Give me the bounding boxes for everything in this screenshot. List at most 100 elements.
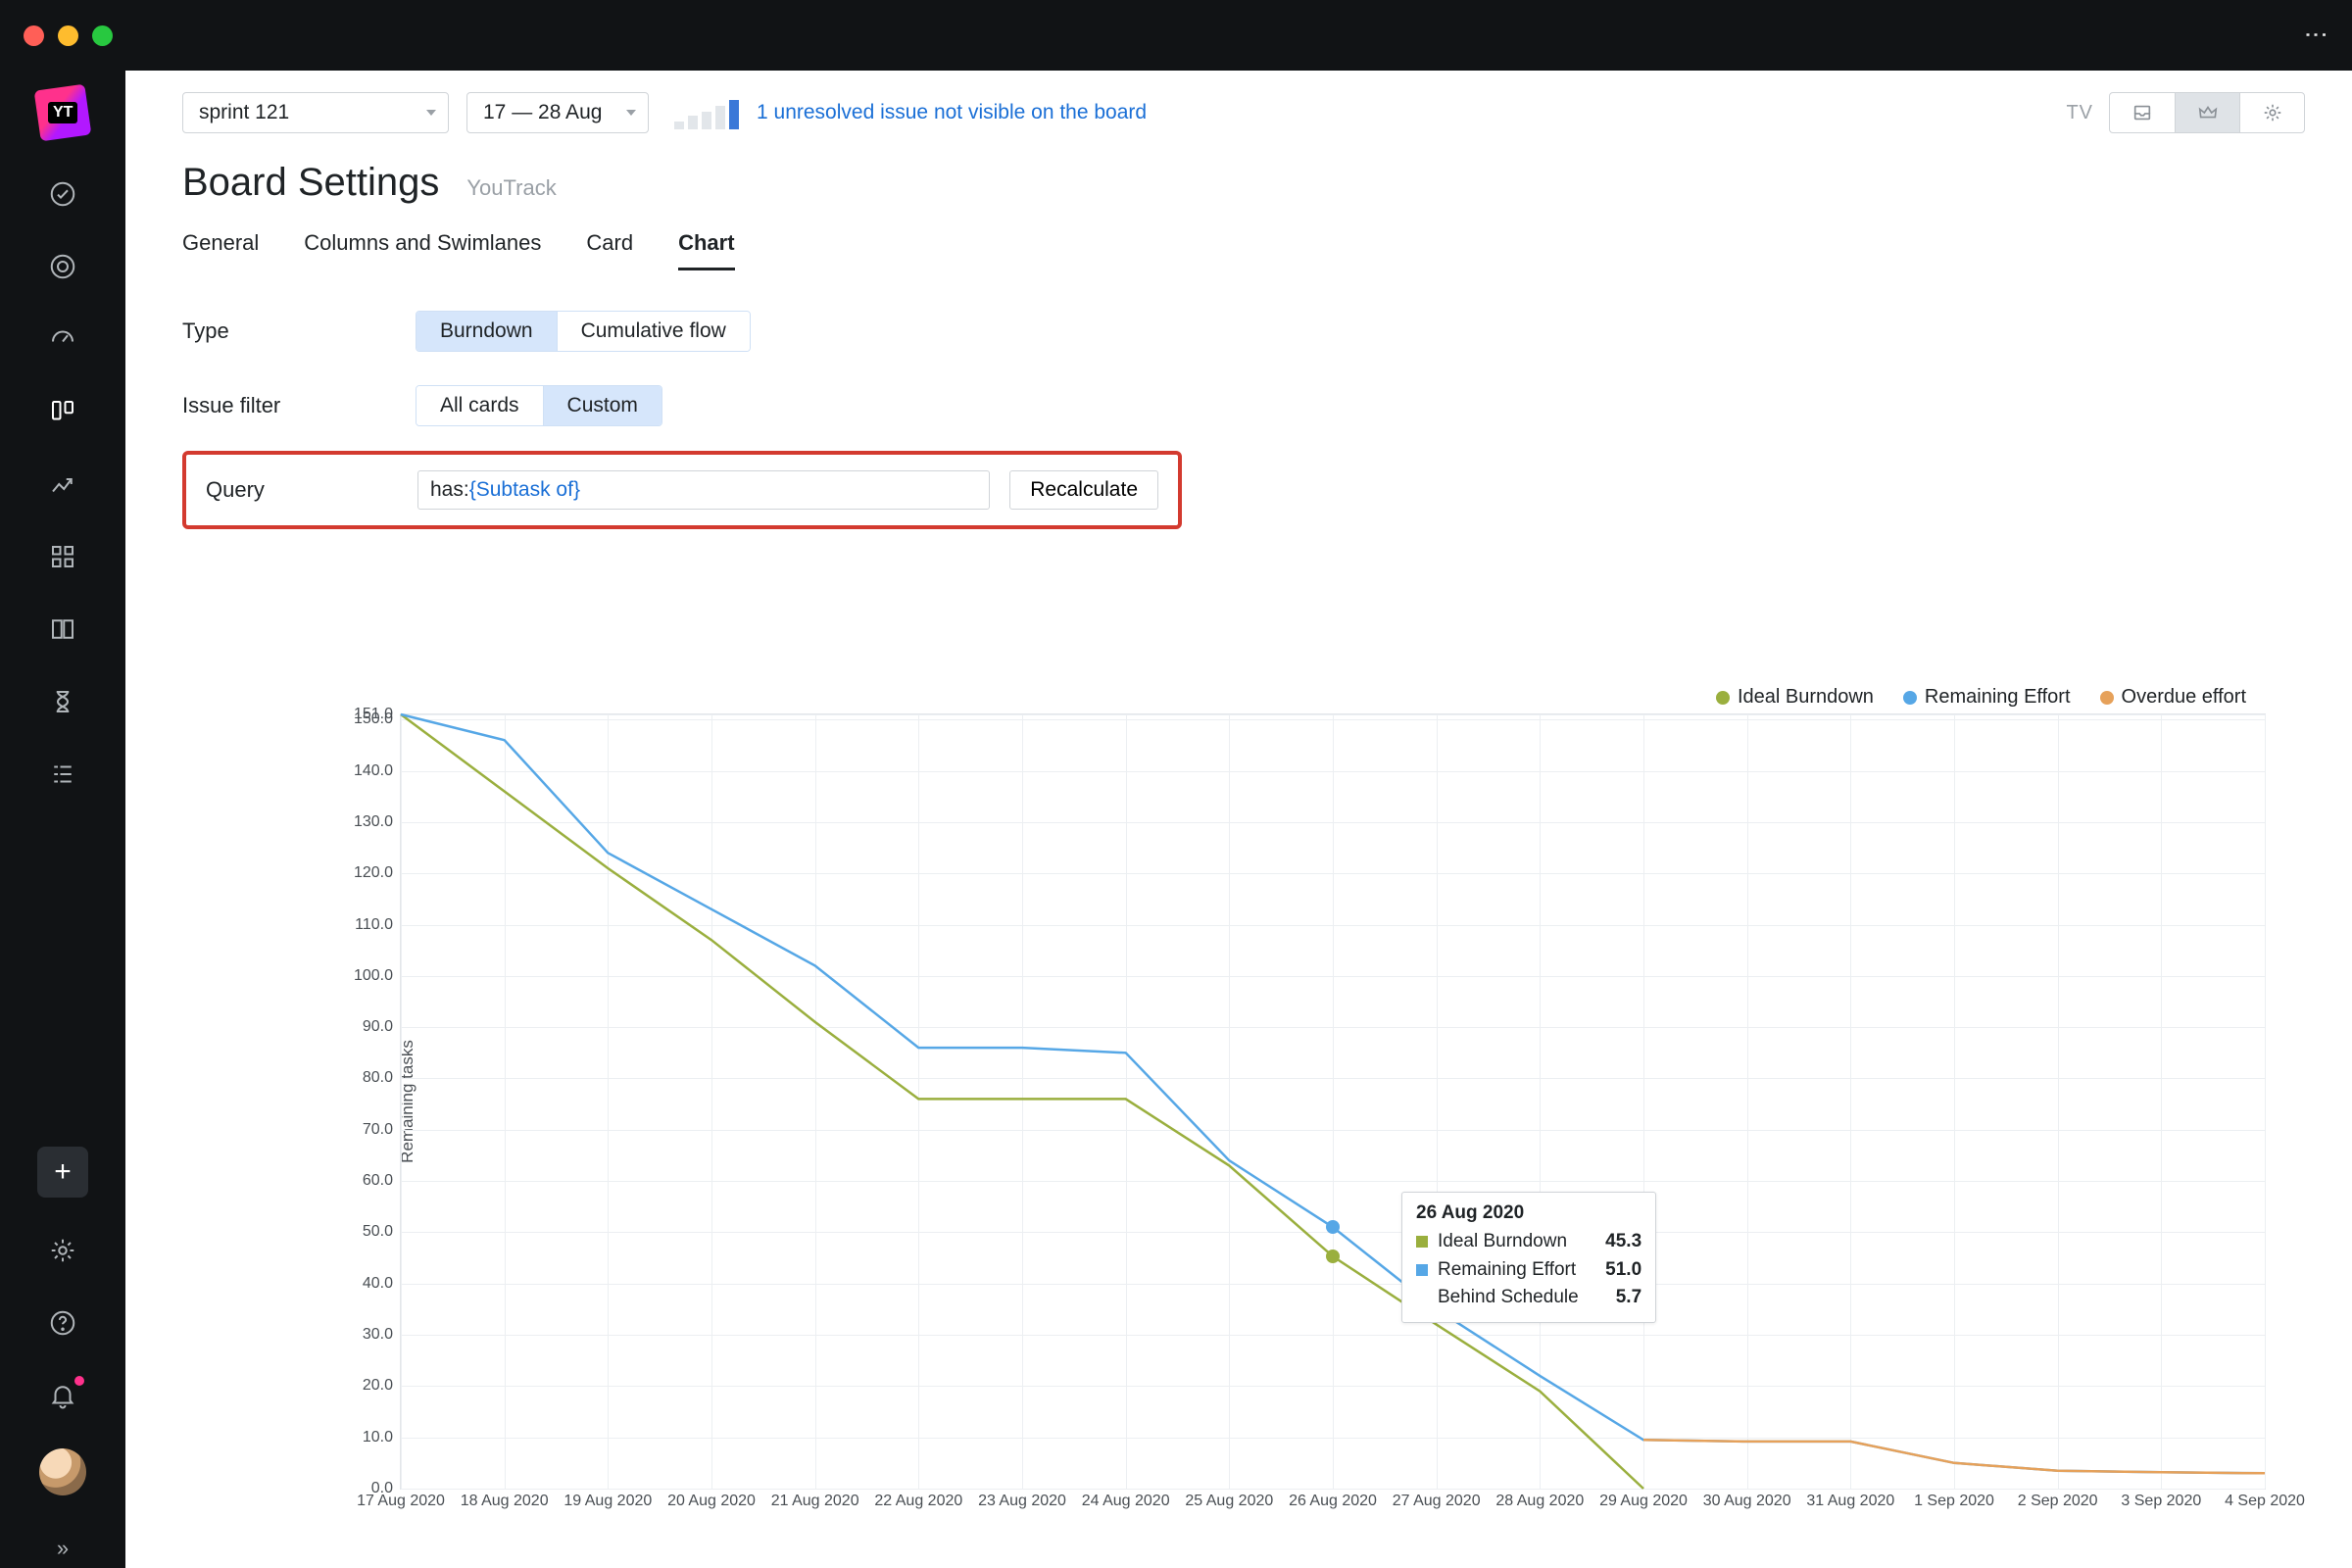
gear-icon[interactable] (43, 1231, 82, 1270)
knowledge-icon[interactable] (43, 610, 82, 649)
x-tick-label: 4 Sep 2020 (2225, 1493, 2305, 1510)
chart-tooltip: 26 Aug 2020Ideal Burndown45.3Remaining E… (1401, 1192, 1656, 1323)
chart-plot-area: Remaining tasks 0.010.020.030.040.050.06… (400, 713, 2266, 1490)
x-tick-label: 29 Aug 2020 (1599, 1493, 1688, 1510)
y-tick-label: 20.0 (363, 1377, 393, 1395)
type-label: Type (182, 318, 416, 344)
collapse-sidebar-icon[interactable]: » (43, 1529, 82, 1568)
create-button[interactable]: + (37, 1147, 88, 1198)
legend-dot-icon (1716, 691, 1730, 705)
chart-legend: Ideal Burndown Remaining Effort Overdue ef… (1716, 686, 2246, 709)
query-label: Query (206, 477, 398, 503)
x-tick-label: 21 Aug 2020 (771, 1493, 859, 1510)
legend-item[interactable]: Remaining Effort (1903, 686, 2071, 709)
maximize-window-icon[interactable] (92, 25, 113, 46)
life-ring-icon[interactable] (43, 247, 82, 286)
chart-marker-icon (1326, 1220, 1340, 1234)
tv-mode-label[interactable]: TV (2066, 102, 2093, 124)
series-line (1643, 1440, 2265, 1473)
grid-icon[interactable] (43, 537, 82, 576)
chart-marker-icon (1326, 1250, 1340, 1263)
seg-burndown[interactable]: Burndown (416, 312, 557, 351)
list-icon[interactable] (43, 755, 82, 794)
legend-dot-icon (2100, 691, 2114, 705)
minimize-window-icon[interactable] (58, 25, 78, 46)
date-range-select[interactable]: 17 — 28 Aug (466, 92, 649, 133)
logo-text: YT (48, 102, 77, 123)
x-tick-label: 26 Aug 2020 (1289, 1493, 1377, 1510)
legend-label: Overdue effort (2122, 686, 2246, 709)
hourglass-icon[interactable] (43, 682, 82, 721)
legend-item[interactable]: Overdue effort (2100, 686, 2246, 709)
seg-cumulative-flow[interactable]: Cumulative flow (557, 312, 750, 351)
query-prefix-text: has: (430, 478, 469, 502)
window-more-menu-icon[interactable]: ⋮ (2302, 23, 2330, 48)
gear-icon[interactable] (2239, 93, 2304, 132)
board-topbar: sprint 121 17 — 28 Aug 1 unresolved issu… (125, 71, 2352, 133)
type-segmented-control: BurndownCumulative flow (416, 311, 751, 352)
reports-icon[interactable] (43, 465, 82, 504)
mini-bar (729, 100, 739, 129)
x-tick-label: 2 Sep 2020 (2018, 1493, 2098, 1510)
app-window: ⋮ YT + » sprint 121 (0, 0, 2352, 1568)
legend-label: Ideal Burndown (1738, 686, 1874, 709)
traffic-lights (24, 25, 113, 46)
settings-tabs: General Columns and Swimlanes Card Chart (125, 205, 2352, 270)
sprint-select[interactable]: sprint 121 (182, 92, 449, 133)
dashboard-icon[interactable] (43, 319, 82, 359)
x-tick-label: 27 Aug 2020 (1393, 1493, 1481, 1510)
x-tick-label: 3 Sep 2020 (2121, 1493, 2201, 1510)
y-tick-label: 60.0 (363, 1172, 393, 1190)
x-tick-label: 1 Sep 2020 (1914, 1493, 1994, 1510)
x-tick-label: 30 Aug 2020 (1703, 1493, 1791, 1510)
tab-general[interactable]: General (182, 230, 259, 270)
y-tick-label: 80.0 (363, 1069, 393, 1087)
y-tick-label: 120.0 (354, 864, 393, 882)
x-tick-label: 28 Aug 2020 (1495, 1493, 1584, 1510)
cfd-thumbnail[interactable] (674, 96, 739, 129)
y-tick-label: 70.0 (363, 1121, 393, 1139)
x-tick-label: 22 Aug 2020 (874, 1493, 962, 1510)
tab-card[interactable]: Card (586, 230, 633, 270)
y-tick-label: 50.0 (363, 1223, 393, 1241)
y-tick-label: 40.0 (363, 1275, 393, 1293)
seg-all-cards[interactable]: All cards (416, 386, 543, 425)
recalculate-button[interactable]: Recalculate (1009, 470, 1158, 510)
x-tick-label: 25 Aug 2020 (1185, 1493, 1273, 1510)
user-avatar[interactable] (39, 1448, 86, 1495)
legend-dot-icon (1903, 691, 1917, 705)
seg-custom[interactable]: Custom (543, 386, 662, 425)
mini-bar (674, 122, 684, 129)
query-input[interactable]: has: {Subtask of} (417, 470, 990, 510)
y-tick-label: 90.0 (363, 1018, 393, 1036)
close-window-icon[interactable] (24, 25, 44, 46)
main-content: sprint 121 17 — 28 Aug 1 unresolved issu… (125, 71, 2352, 1568)
youtrack-logo[interactable]: YT (34, 84, 91, 141)
help-icon[interactable] (43, 1303, 82, 1343)
mini-bar (715, 106, 725, 129)
y-tick-label: 10.0 (363, 1429, 393, 1446)
unresolved-issues-link[interactable]: 1 unresolved issue not visible on the bo… (757, 101, 1147, 124)
x-tick-label: 19 Aug 2020 (564, 1493, 652, 1510)
board-icon[interactable] (43, 392, 82, 431)
x-tick-label: 31 Aug 2020 (1806, 1493, 1894, 1510)
query-token: {Subtask of} (469, 478, 580, 502)
inbox-icon[interactable] (2110, 93, 2175, 132)
legend-item[interactable]: Ideal Burndown (1716, 686, 1874, 709)
tab-columns-and-swimlanes[interactable]: Columns and Swimlanes (304, 230, 541, 270)
page-header: Board Settings YouTrack (125, 133, 2352, 205)
legend-label: Remaining Effort (1925, 686, 2071, 709)
notifications-icon[interactable] (43, 1376, 82, 1415)
tab-chart[interactable]: Chart (678, 230, 734, 270)
left-sidebar: YT + » (0, 71, 125, 1568)
filter-segmented-control: All cardsCustom (416, 385, 662, 426)
y-tick-label: 140.0 (354, 762, 393, 780)
crown-icon[interactable] (2175, 93, 2239, 132)
mini-bar (702, 112, 711, 129)
check-circle-icon[interactable] (43, 174, 82, 214)
y-tick-label: 130.0 (354, 813, 393, 831)
x-tick-label: 23 Aug 2020 (978, 1493, 1066, 1510)
issue-filter-label: Issue filter (182, 393, 416, 418)
x-tick-label: 18 Aug 2020 (461, 1493, 549, 1510)
x-tick-label: 20 Aug 2020 (667, 1493, 756, 1510)
